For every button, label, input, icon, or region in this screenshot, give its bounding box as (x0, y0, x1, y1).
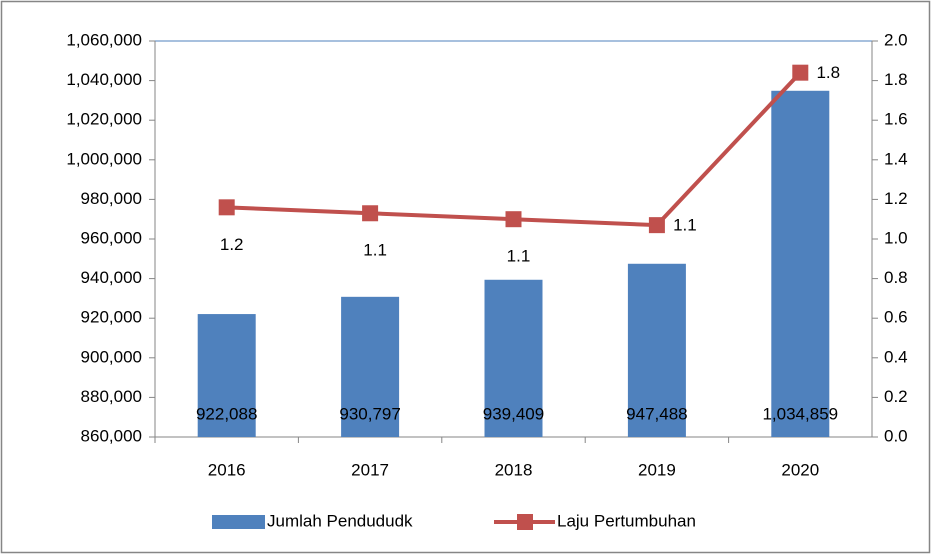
y2-tick-label: 1.0 (884, 228, 908, 247)
y2-tick-label: 0.4 (884, 347, 908, 366)
line-value-label: 1.2 (220, 235, 244, 254)
line-value-label: 1.1 (507, 247, 531, 266)
bar (627, 263, 686, 437)
y2-tick-label: 2.0 (884, 30, 908, 49)
legend-swatch (212, 515, 265, 529)
y-tick-label: 960,000 (81, 228, 142, 247)
bar (197, 314, 256, 437)
y2-tick-label: 1.8 (884, 70, 908, 89)
bar (341, 296, 400, 437)
line-value-label: 1.8 (816, 63, 840, 82)
x-tick-label: 2018 (495, 460, 533, 479)
x-tick-label: 2019 (638, 460, 676, 479)
y2-tick-label: 0.0 (884, 426, 908, 445)
bar (771, 90, 830, 438)
line-marker (505, 211, 522, 228)
y-tick-label: 900,000 (81, 347, 142, 366)
line-marker (218, 199, 235, 216)
y-tick-label: 920,000 (81, 308, 142, 327)
bar-value-label: 930,797 (339, 404, 400, 423)
bar-value-label: 939,409 (483, 404, 544, 423)
y2-tick-label: 1.2 (884, 189, 908, 208)
bar-value-label: 947,488 (626, 404, 687, 423)
y-tick-label: 860,000 (81, 426, 142, 445)
bar-value-label: 1,034,859 (762, 404, 838, 423)
legend-marker (517, 514, 533, 530)
legend-label: Jumlah Pendududk (267, 511, 413, 530)
y2-tick-label: 0.8 (884, 268, 908, 287)
x-tick-label: 2017 (351, 460, 389, 479)
y-tick-label: 1,040,000 (66, 70, 142, 89)
y2-tick-label: 1.4 (884, 149, 908, 168)
y2-tick-label: 0.6 (884, 308, 908, 327)
line-marker (362, 205, 379, 222)
y-tick-label: 1,000,000 (66, 149, 142, 168)
y2-tick-label: 0.2 (884, 387, 908, 406)
line-marker (648, 217, 665, 234)
line-marker (792, 64, 809, 81)
x-tick-label: 2016 (208, 460, 246, 479)
y-tick-label: 980,000 (81, 189, 142, 208)
y-tick-label: 880,000 (81, 387, 142, 406)
bar (484, 279, 543, 437)
y-tick-label: 1,020,000 (66, 110, 142, 129)
bar-value-label: 922,088 (196, 404, 257, 423)
x-tick-label: 2020 (781, 460, 819, 479)
line-value-label: 1.1 (673, 216, 697, 235)
y2-tick-label: 1.6 (884, 110, 908, 129)
y-tick-label: 1,060,000 (66, 30, 142, 49)
y-tick-label: 940,000 (81, 268, 142, 287)
legend-label: Laju Pertumbuhan (557, 511, 696, 530)
line-value-label: 1.1 (363, 241, 387, 260)
